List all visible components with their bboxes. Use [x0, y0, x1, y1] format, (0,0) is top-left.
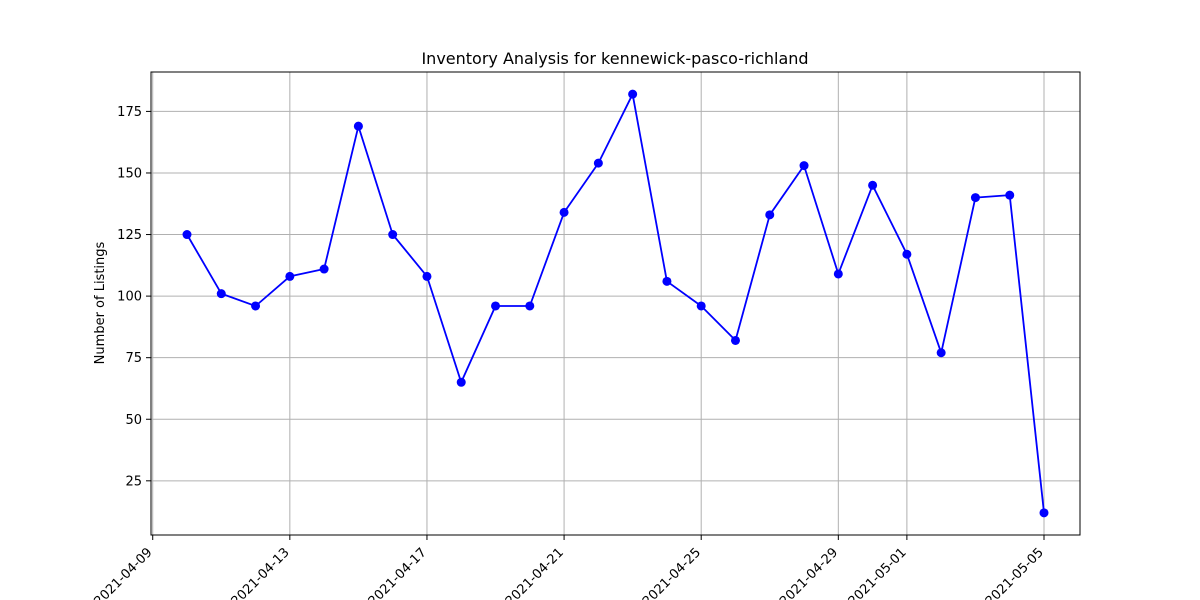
data-point [662, 276, 672, 286]
data-point [970, 193, 980, 203]
y-tick-label: 50 [125, 413, 142, 428]
data-point [1005, 190, 1015, 200]
data-point [182, 230, 192, 240]
data-point [251, 301, 261, 311]
y-tick-label: 125 [117, 228, 142, 243]
data-point [525, 301, 535, 311]
series-line [186, 93, 1045, 513]
data-point [902, 249, 912, 259]
y-tick-label: 75 [125, 351, 142, 366]
data-point [216, 289, 226, 299]
data-point [593, 158, 603, 168]
data-point [491, 301, 501, 311]
y-tick-label: 25 [125, 474, 142, 489]
data-point [799, 161, 809, 171]
y-tick-label: 100 [117, 290, 142, 305]
data-point [833, 269, 843, 279]
data-point [730, 335, 740, 345]
grid-lines [151, 72, 1080, 535]
data-point [285, 271, 295, 281]
y-tick-label: 150 [117, 166, 142, 181]
data-point [696, 301, 706, 311]
series-inventory [182, 89, 1049, 518]
data-point [868, 180, 878, 190]
y-axis-label: Number of Listings [93, 241, 108, 364]
data-point [456, 377, 466, 387]
data-point [559, 207, 569, 217]
data-point [936, 348, 946, 358]
data-point [1039, 508, 1049, 518]
data-point [319, 264, 329, 274]
data-point [628, 89, 638, 99]
y-tick-label: 175 [117, 105, 142, 120]
plot-frame [150, 71, 1081, 536]
y-axis: 25 50 75 100 125 150 175 [117, 105, 151, 489]
data-point [353, 121, 363, 131]
data-point [388, 230, 398, 240]
chart-title: Inventory Analysis for kennewick-pasco-r… [421, 49, 808, 68]
data-point [765, 210, 775, 220]
data-point [422, 271, 432, 281]
